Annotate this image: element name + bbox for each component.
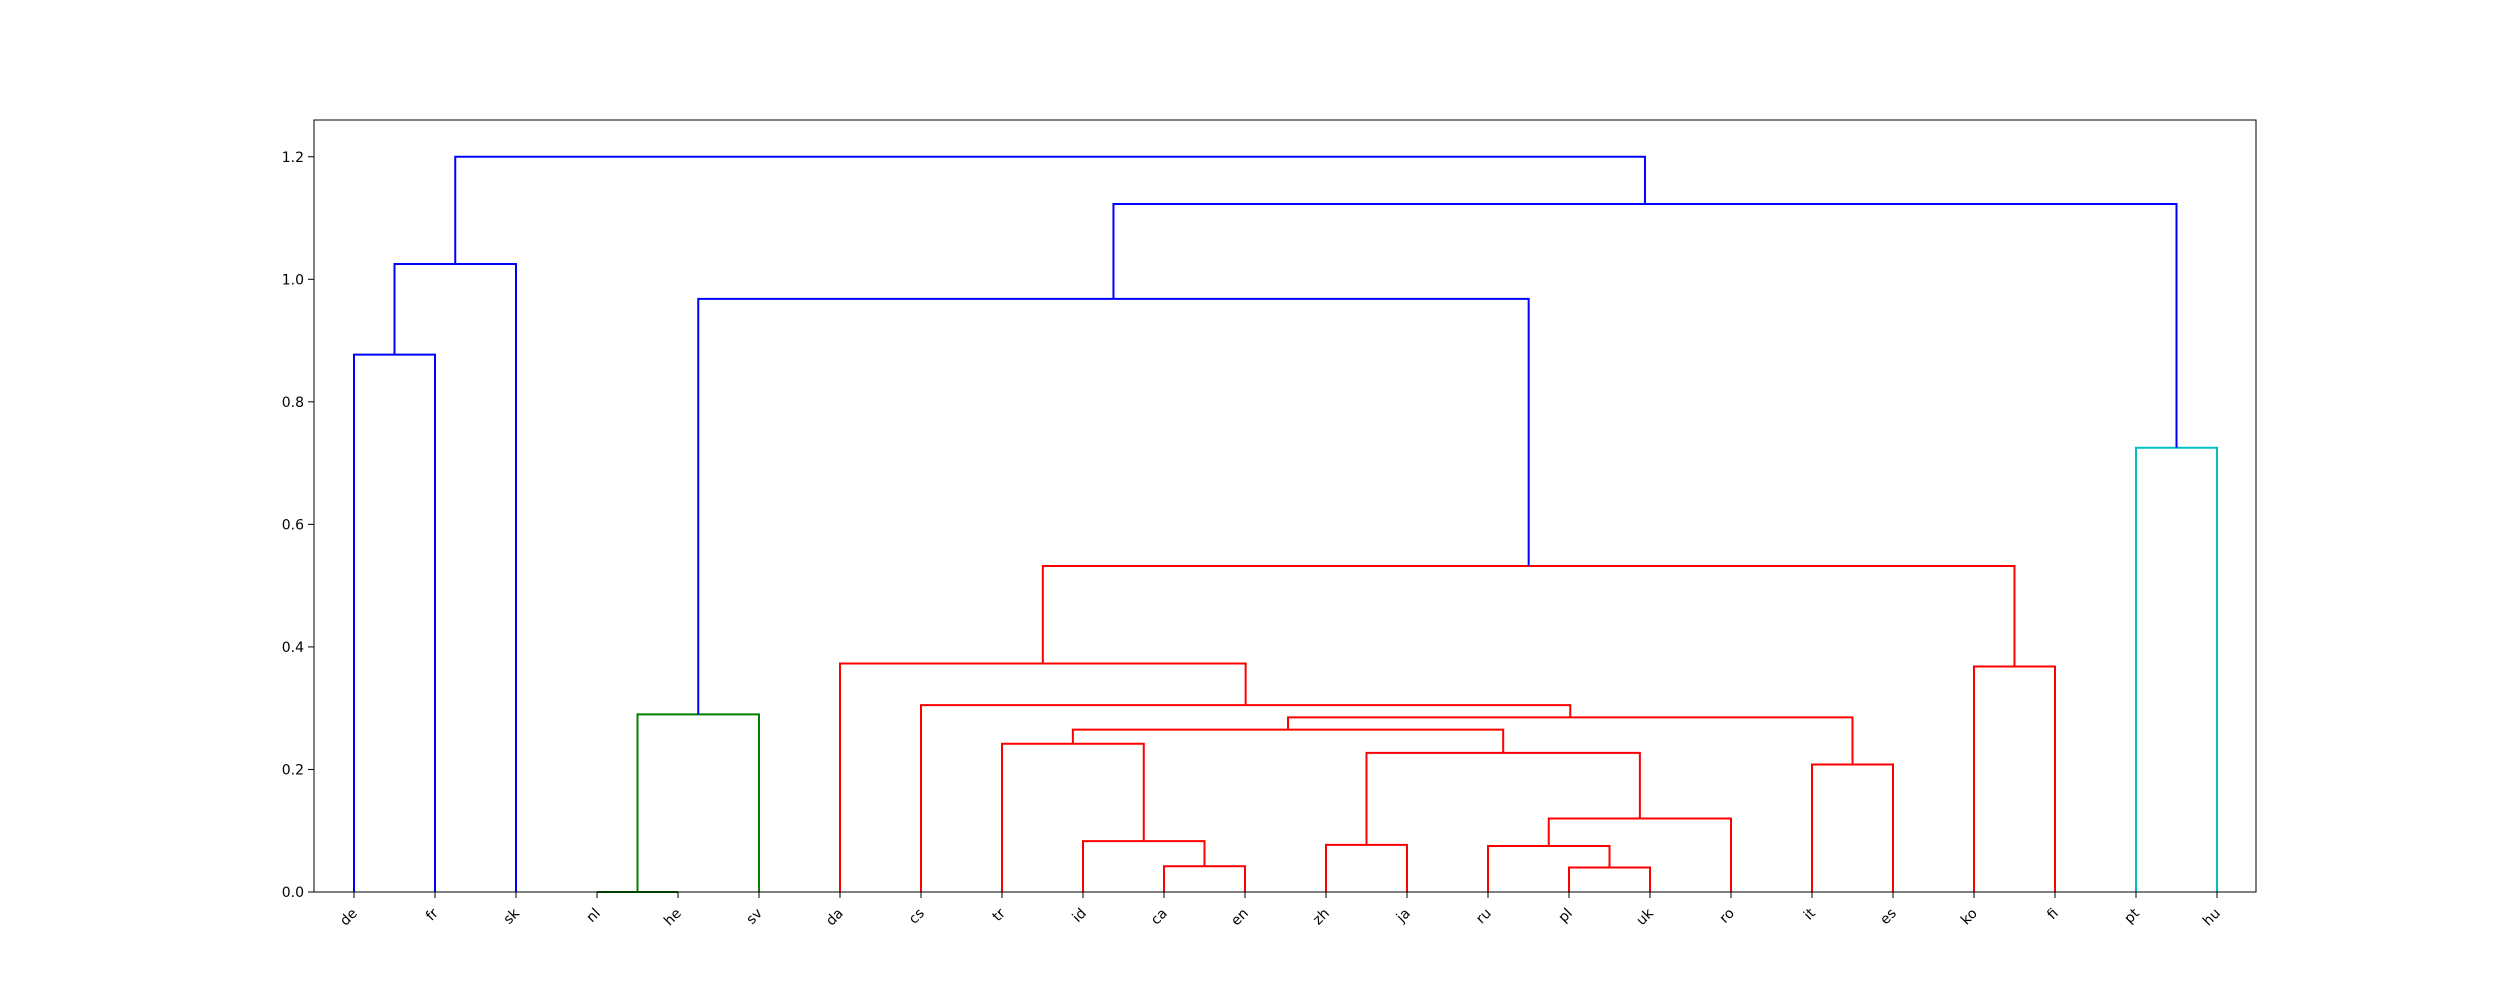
dendrogram-link-10: [1547, 817, 1732, 892]
leaf-label-pl: pl: [1555, 906, 1575, 926]
leaf-label-sv: sv: [743, 906, 765, 928]
dendrogram-link-18: [1041, 565, 2016, 667]
leaf-label-ja: ja: [1393, 906, 1414, 927]
leaf-label-en: en: [1228, 906, 1252, 930]
y-tick-label: 0.6: [282, 517, 304, 533]
leaf-label-ca: ca: [1148, 906, 1171, 929]
leaf-label-ko: ko: [1958, 906, 1981, 929]
y-tick-label: 1.0: [282, 272, 304, 288]
dendrogram-link-15: [920, 704, 1572, 892]
leaf-label-id: id: [1069, 906, 1089, 926]
leaf-label-sk: sk: [501, 905, 524, 928]
y-tick-label: 1.2: [282, 150, 304, 166]
dendrogram-link-14: [1287, 716, 1854, 765]
leaf-label-tr: tr: [990, 905, 1009, 924]
leaf-label-hu: hu: [2200, 906, 2224, 930]
dendrogram-link-17: [1973, 665, 2056, 892]
dendrogram-link-11: [1365, 751, 1641, 845]
dendrogram-link-3: [636, 713, 760, 892]
dendrogram-link-7: [1325, 843, 1408, 892]
leaf-label-nl: nl: [583, 906, 603, 926]
leaf-label-uk: uk: [1634, 905, 1658, 929]
dendrogram-link-20: [2135, 446, 2218, 892]
dendrogram-link-8: [1568, 866, 1651, 892]
leaf-label-it: it: [1801, 905, 1819, 923]
dendrogram-link-13: [1811, 763, 1894, 892]
dendrogram-link-12: [1071, 728, 1505, 753]
y-axis: 0.0 0.2 0.4 0.6 0.8 1.0 1.2: [282, 150, 314, 901]
dendrogram-link-6: [1001, 742, 1145, 892]
y-tick-label: 0.0: [282, 885, 304, 901]
plot-frame: [313, 119, 2257, 893]
leaf-label-zh: zh: [1310, 906, 1333, 929]
leaf-label-fi: fi: [2044, 906, 2062, 924]
dendrogram-link-19: [697, 297, 1530, 715]
dendrogram-link-0: [353, 353, 436, 892]
dendrogram-link-4: [1163, 865, 1246, 892]
y-tick-label: 0.8: [282, 395, 304, 411]
leaf-label-he: he: [661, 906, 685, 930]
leaf-label-de: de: [337, 906, 361, 930]
dendrogram-link-1: [393, 262, 517, 892]
leaf-label-fr: fr: [423, 905, 442, 924]
leaf-label-pt: pt: [2121, 905, 2143, 927]
dendrogram-link-22: [454, 155, 1646, 264]
dendrogram-link-21: [1112, 202, 2178, 448]
dendrogram-link-16: [839, 662, 1247, 892]
leaf-label-da: da: [823, 906, 847, 930]
dendrogram-link-9: [1487, 845, 1611, 892]
leaf-label-cs: cs: [906, 906, 928, 928]
dendrogram-links: [353, 155, 2218, 893]
leaf-label-ru: ru: [1473, 906, 1495, 928]
y-tick-label: 0.4: [282, 640, 304, 656]
y-tick-label: 0.2: [282, 762, 304, 778]
x-axis: de fr sk nl he sv da cs tr id ca en zh ja ru pl uk ro it es…: [337, 892, 2224, 929]
leaf-label-ro: ro: [1717, 906, 1738, 927]
leaf-label-es: es: [1877, 906, 1900, 929]
